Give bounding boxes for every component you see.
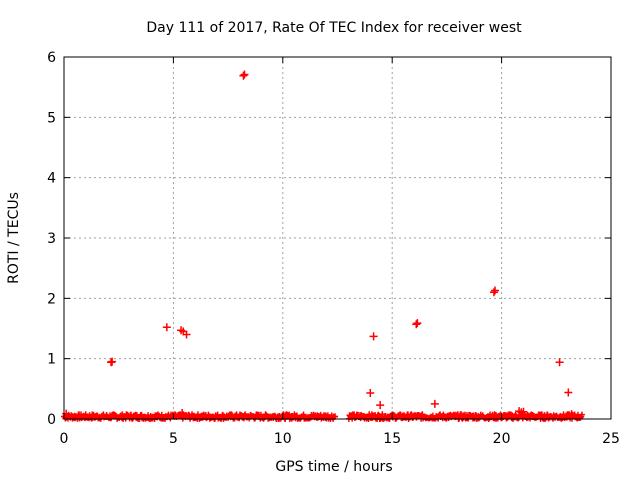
y-tick-labels: 0 1 2 3 4 5 6 <box>47 50 56 428</box>
x-tick-label: 0 <box>60 431 69 447</box>
data-point <box>555 358 564 367</box>
x-tick-labels: 0 5 10 15 20 25 <box>60 431 620 447</box>
data-point <box>366 389 375 398</box>
data-point <box>239 71 248 80</box>
data-point <box>412 320 421 329</box>
x-tick-label: 5 <box>169 431 178 447</box>
baseline-band <box>61 411 585 422</box>
data-point <box>369 332 378 341</box>
data-point <box>182 330 191 339</box>
data-point <box>108 357 117 366</box>
x-tick-label: 25 <box>602 431 620 447</box>
x-tick-label: 10 <box>274 431 292 447</box>
baseline-band-fill-a <box>64 415 336 419</box>
data-point <box>519 407 528 416</box>
data-point <box>564 388 573 397</box>
y-tick-label: 2 <box>47 291 56 307</box>
y-tick-label: 0 <box>47 412 56 428</box>
data-point <box>489 288 498 297</box>
data-points <box>62 70 576 419</box>
x-axis-label: GPS time / hours <box>275 459 392 475</box>
y-tick-label: 5 <box>47 110 56 126</box>
baseline-band-fill-b <box>348 415 583 419</box>
y-tick-label: 1 <box>47 352 56 368</box>
y-axis-label: ROTI / TECUs <box>6 192 22 284</box>
grid-lines <box>64 57 611 419</box>
data-point <box>491 286 500 295</box>
y-tick-label: 3 <box>47 231 56 247</box>
x-tick-label: 20 <box>493 431 511 447</box>
x-tick-label: 15 <box>383 431 401 447</box>
data-point <box>567 410 576 419</box>
data-point <box>430 399 439 408</box>
data-point <box>178 408 187 417</box>
data-point <box>162 323 171 332</box>
plot-frame <box>63 56 612 420</box>
data-point <box>376 401 385 410</box>
axis-ticks <box>63 56 612 420</box>
y-tick-label: 6 <box>47 50 56 66</box>
y-tick-label: 4 <box>47 171 56 187</box>
chart-title: Day 111 of 2017, Rate Of TEC Index for r… <box>146 20 522 36</box>
data-point <box>413 319 422 328</box>
data-point <box>240 70 249 79</box>
